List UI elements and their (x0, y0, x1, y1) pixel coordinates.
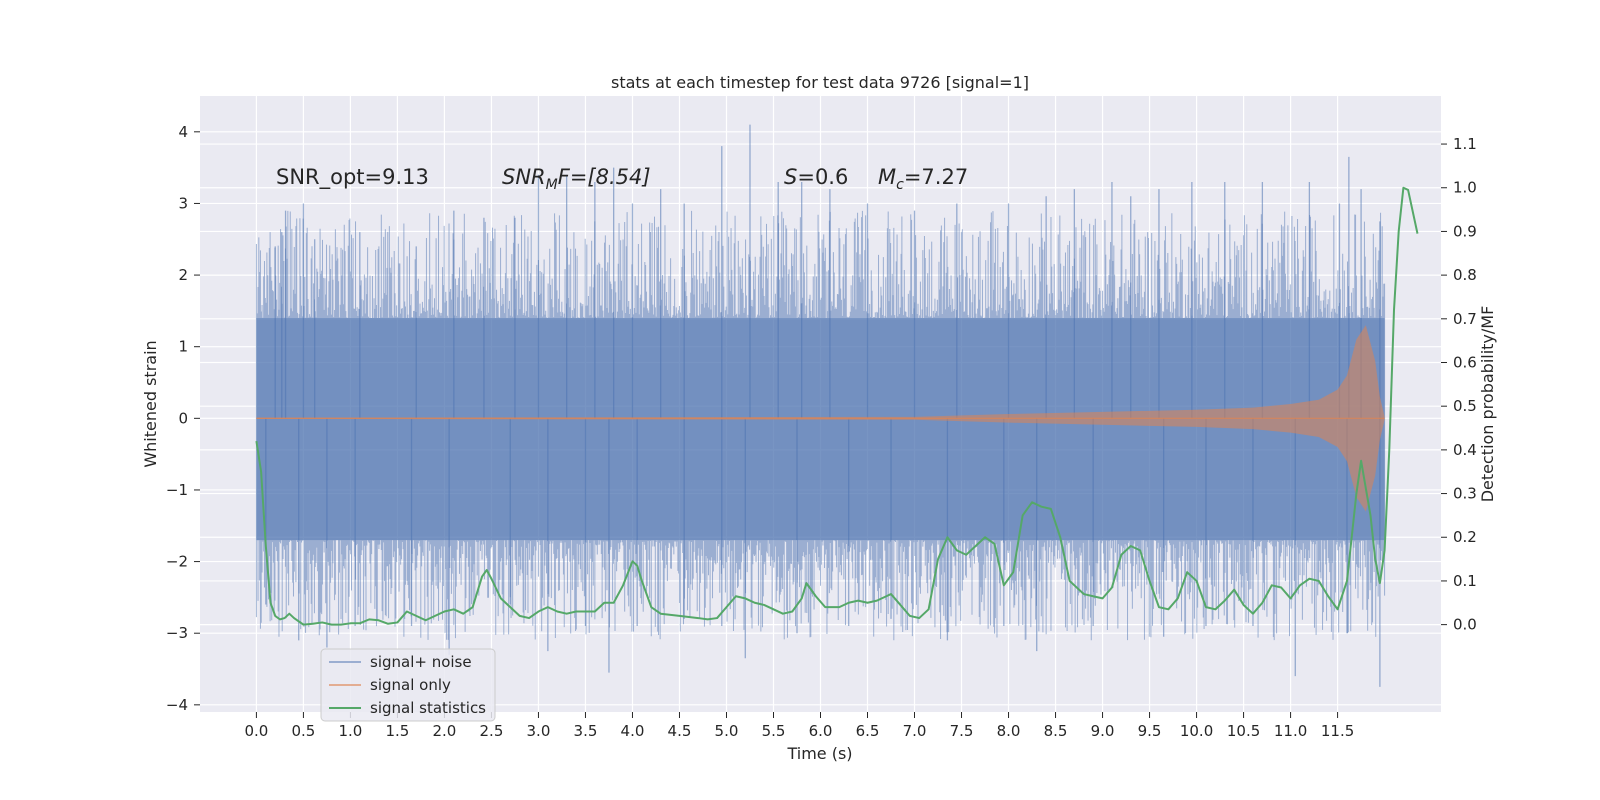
y-tick-label: 3 (178, 194, 188, 212)
signal-statistics-series (255, 186, 1419, 626)
x-axis-ticks: 0.0 0.5 1.0 1.5 2.0 2.5 3.0 3.5 4.0 4.5 5.0 5.5 6.0 6… (244, 712, 1354, 740)
y2-tick-label: 0.8 (1453, 266, 1477, 284)
x-tick-label: 6.5 (856, 722, 880, 740)
y-tick-label: −2 (166, 553, 188, 571)
x-tick-label: 9.5 (1138, 722, 1162, 740)
annotation-s-rest: =0.6 (797, 165, 848, 189)
annotation-snr-mf-sub: M (546, 177, 558, 193)
x-tick-label: 6.0 (809, 722, 833, 740)
annotation-snr-opt: SNR_opt=9.13 (276, 165, 429, 190)
x-tick-label: 7.5 (950, 722, 974, 740)
x-tick-label: 10.5 (1227, 722, 1260, 740)
y2-tick-label: 0.2 (1453, 528, 1477, 546)
y-tick-label: −3 (166, 624, 188, 642)
y2-tick-label: 0.7 (1453, 310, 1477, 328)
x-tick-label: 1.0 (338, 722, 362, 740)
x-tick-label: 2.5 (480, 722, 504, 740)
x-tick-label: 4.0 (621, 722, 645, 740)
y-tick-label: −4 (166, 696, 188, 714)
y2-tick-label: 0.5 (1453, 397, 1477, 415)
x-tick-label: 1.5 (386, 722, 410, 740)
annotation-snr-mf-rest-f: F=[8.54] (558, 165, 651, 189)
annotation-s: S=0.6 (784, 165, 848, 189)
x-tick-label: 0.5 (291, 722, 315, 740)
y-tick-label: 0 (178, 409, 188, 427)
legend: signal+ noise signal only signal statist… (320, 648, 496, 722)
y2-tick-label: 0.0 (1453, 616, 1477, 634)
legend-label-signal-noise: signal+ noise (370, 653, 472, 671)
x-tick-label: 5.5 (762, 722, 786, 740)
y-tick-label: −1 (166, 481, 188, 499)
y-axis-ticks: 4 3 2 1 0 −1 −2 −3 −4 (166, 123, 200, 714)
x-tick-label: 8.5 (1044, 722, 1068, 740)
x-axis-label: Time (s) (786, 744, 852, 763)
annotation-mc: Mc=7.27 (878, 165, 968, 193)
x-tick-label: 3.0 (527, 722, 551, 740)
x-tick-label: 3.5 (574, 722, 598, 740)
x-tick-label: 10.0 (1180, 722, 1213, 740)
y2-tick-label: 1.0 (1453, 179, 1477, 197)
y-tick-label: 4 (178, 123, 188, 141)
y2-axis-label: Detection probability/MF (1478, 306, 1497, 503)
y-tick-label: 2 (178, 266, 188, 284)
y2-tick-label: 0.6 (1453, 353, 1477, 371)
annotation-mc-sub: c (896, 177, 904, 193)
annotation-snr-mf-main: SNR (502, 165, 546, 189)
noise-series (255, 124, 1386, 687)
x-tick-label: 2.0 (433, 722, 457, 740)
y2-axis-ticks: 0.0 0.1 0.2 0.3 0.4 0.5 0.6 0.7 0.8 0.9 1.0 1.1 (1441, 135, 1477, 634)
x-tick-label: 9.0 (1091, 722, 1115, 740)
x-tick-label: 8.0 (997, 722, 1021, 740)
annotation-snr-mf: SNRMF=[8.54] (502, 165, 651, 193)
legend-label-signal-statistics: signal statistics (370, 699, 486, 717)
y2-tick-label: 0.4 (1453, 441, 1477, 459)
signal-only-series (256, 325, 1385, 512)
legend-label-signal-only: signal only (370, 676, 451, 694)
annotation-mc-rest: =7.27 (904, 165, 968, 189)
x-tick-label: 11.0 (1274, 722, 1307, 740)
signal-statistics-line (255, 186, 1419, 626)
x-tick-label: 7.0 (903, 722, 927, 740)
y-tick-label: 1 (178, 338, 188, 356)
annotation-s-main: S (784, 165, 797, 189)
x-tick-label: 11.5 (1321, 722, 1354, 740)
x-tick-label: 4.5 (668, 722, 692, 740)
legend-box (320, 648, 496, 722)
y2-tick-label: 0.9 (1453, 222, 1477, 240)
annotation-mc-main: M (878, 165, 896, 189)
y2-tick-label: 0.1 (1453, 572, 1477, 590)
y-axis-label: Whitened strain (141, 340, 160, 467)
x-tick-label: 0.0 (244, 722, 268, 740)
y2-tick-label: 0.3 (1453, 485, 1477, 503)
chart-title: stats at each timestep for test data 972… (611, 73, 1029, 92)
y2-tick-label: 1.1 (1453, 135, 1477, 153)
x-tick-label: 5.0 (715, 722, 739, 740)
